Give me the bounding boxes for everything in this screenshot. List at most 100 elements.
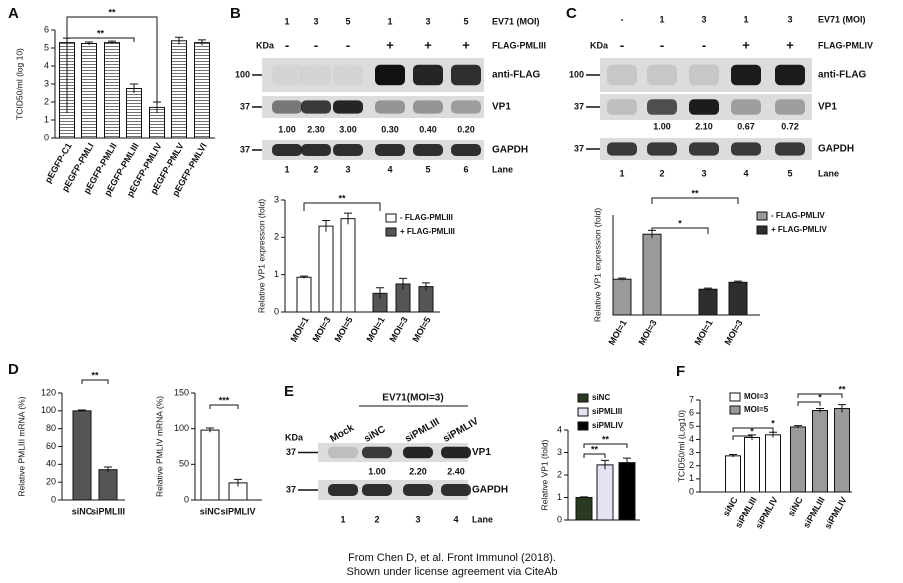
legend-label: + FLAG-PMLIV	[771, 225, 827, 234]
blot-band	[272, 64, 302, 86]
blot-band	[403, 484, 433, 496]
legend-swatch	[385, 213, 397, 223]
mw-marker: 37	[574, 143, 584, 153]
y-tick-label: 4	[689, 434, 694, 444]
lane-number: 2	[374, 514, 379, 524]
moi-label: 5	[345, 16, 350, 26]
y-axis-label: Relative PMLIII mRNA (%)	[16, 396, 26, 496]
lane-number: 2	[313, 164, 318, 174]
ev71-label: EV71 (MOI)	[492, 16, 540, 26]
ev71-label: EV71(MOI=3)	[382, 393, 443, 404]
significance-label: **	[838, 384, 846, 394]
significance-label: **	[691, 188, 699, 198]
x-tick-label: MOI=3	[722, 318, 744, 347]
y-tick-label: 3	[44, 78, 49, 88]
bar	[418, 286, 434, 313]
moi-label: 1	[659, 14, 664, 24]
y-tick-label: 100	[174, 423, 189, 433]
bar	[642, 233, 662, 316]
blot-band	[441, 446, 471, 459]
x-tick-label: siNC	[200, 506, 221, 516]
lane-name: Mock	[328, 422, 356, 445]
moi-label: 1	[743, 14, 748, 24]
blot-band	[731, 99, 761, 115]
error-bar	[85, 41, 93, 45]
y-tick-label: 2	[557, 469, 562, 479]
moi-label: 3	[425, 16, 430, 26]
legend-swatch	[577, 421, 589, 431]
moi-label: 3	[787, 14, 792, 24]
bar	[765, 434, 781, 493]
blot-band	[647, 142, 677, 156]
x-tick-label: MOI=3	[310, 315, 332, 344]
y-axis-label: Relative VP1 (fold)	[539, 439, 549, 510]
error-bar	[769, 431, 777, 438]
blot-band	[333, 64, 363, 86]
lane-number: 3	[345, 164, 350, 174]
blot-band	[333, 144, 363, 156]
panel-label: C	[566, 5, 577, 22]
legend-swatch	[756, 211, 768, 221]
bar	[318, 225, 334, 313]
bar	[618, 462, 636, 521]
error-bar	[300, 275, 308, 279]
bar	[596, 464, 614, 521]
x-tick-label: siNC	[72, 506, 93, 516]
quant-label: 2.30	[307, 124, 325, 134]
y-tick-label: 0	[274, 306, 279, 316]
panel-label: D	[8, 361, 19, 378]
bar	[725, 455, 741, 493]
bar	[340, 218, 356, 313]
flag-sign: +	[786, 37, 794, 52]
significance-label: **	[338, 193, 346, 203]
y-tick-label: 150	[174, 387, 189, 397]
significance-bracket	[209, 404, 239, 409]
quant-label: 1.00	[368, 466, 386, 476]
legend-label: siNC	[592, 393, 610, 402]
blot-band	[451, 100, 481, 114]
lane-number: 3	[415, 514, 420, 524]
panel-label: E	[284, 383, 294, 400]
significance-bracket	[732, 435, 753, 440]
row-label: VP1	[492, 102, 511, 113]
blot-band	[301, 100, 331, 114]
y-tick-label: 20	[46, 477, 56, 487]
ev71-label: EV71 (MOI)	[818, 14, 866, 24]
blot-band	[451, 144, 481, 156]
y-tick-label: 50	[179, 459, 189, 469]
x-tick-label: siPMLIII	[91, 506, 125, 516]
bar	[296, 276, 312, 313]
y-tick-label: 0	[44, 132, 49, 142]
x-tick-label: siPMLIV	[220, 506, 255, 516]
flag-sign: -	[346, 37, 350, 52]
bar	[126, 88, 142, 139]
footer: Shown under license agreement via CiteAb	[347, 566, 558, 578]
lane-number: 3	[701, 168, 706, 178]
error-bar	[130, 83, 138, 93]
mw-marker: 100	[235, 69, 250, 79]
significance-bracket	[797, 401, 821, 406]
blot-band	[607, 64, 637, 86]
row-label: anti-FLAG	[818, 70, 867, 81]
error-bar	[704, 287, 712, 291]
blot-band	[689, 64, 719, 86]
bar	[194, 42, 210, 139]
x-tick-label: siNC	[721, 495, 740, 518]
moi-label: 1	[387, 16, 392, 26]
bar	[200, 429, 220, 501]
y-tick-label: 0	[689, 486, 694, 496]
significance-bracket	[66, 37, 135, 42]
moi-label: 3	[313, 16, 318, 26]
row-label: GAPDH	[472, 485, 508, 496]
blot-strip	[262, 58, 484, 92]
y-tick-label: 4	[557, 424, 562, 434]
row-label: VP1	[472, 447, 491, 458]
lane-label: Lane	[472, 514, 493, 524]
blot-band	[413, 100, 443, 114]
error-bar	[601, 459, 609, 470]
panel-label: B	[230, 5, 241, 22]
bar	[728, 281, 748, 316]
y-tick-label: 4	[44, 60, 49, 70]
y-axis-label: Relative VP1 expression (fold)	[592, 208, 602, 323]
